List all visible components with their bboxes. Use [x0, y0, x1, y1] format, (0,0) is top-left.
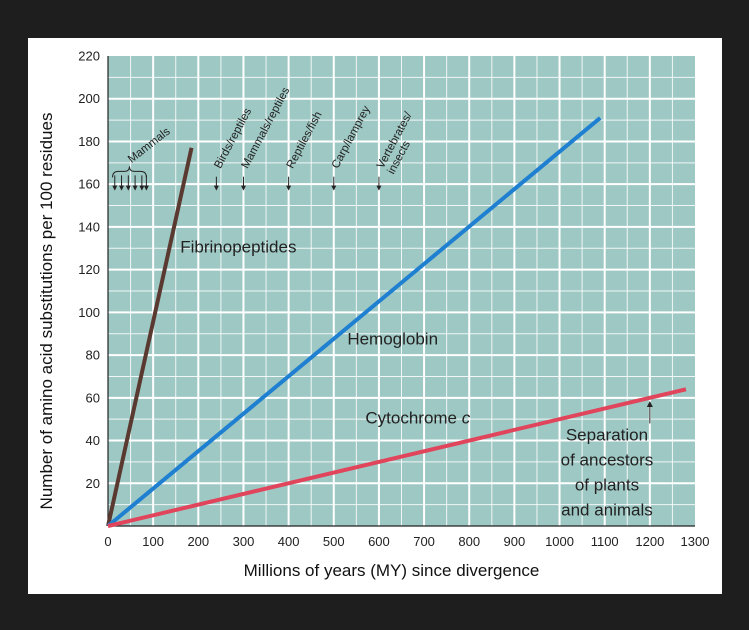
y-tick-label-200: 200 — [78, 91, 100, 106]
series-label-fibrinopeptides: Fibrinopeptides — [180, 238, 296, 257]
y-tick-label-120: 120 — [78, 262, 100, 277]
divergence-birds-reptiles-arrow-head — [213, 185, 219, 191]
x-tick-label-800: 800 — [458, 534, 480, 549]
divergence-mammals-arrow-head — [143, 185, 149, 191]
chart-card: Fibrinopeptides Hemoglobin Cytochrome c Mam… — [28, 38, 722, 594]
x-tick-label-1300: 1300 — [681, 534, 710, 549]
x-tick-label-900: 900 — [504, 534, 526, 549]
series-label-italic: c — [462, 408, 471, 427]
series-label-cytochrome-c: Cytochrome c — [365, 408, 470, 427]
separation-note-line: of plants — [575, 476, 639, 495]
divergence-reptiles-fish-arrow-head — [286, 185, 292, 191]
y-tick-label-140: 140 — [78, 219, 100, 234]
x-tick-label-300: 300 — [233, 534, 255, 549]
separation-note-line: and animals — [561, 501, 653, 520]
divergence-mammals-bracket — [112, 166, 147, 178]
separation-note-line: Separation — [566, 426, 648, 445]
divergence-carp-lamprey-arrow-head — [331, 185, 337, 191]
y-axis-title: Number of amino acid substitutions per 1… — [37, 113, 56, 510]
divergence-vertebrates-insects-arrow-head — [376, 185, 382, 191]
y-tick-label-40: 40 — [86, 433, 100, 448]
x-tick-label-1000: 1000 — [545, 534, 574, 549]
y-tick-label-180: 180 — [78, 134, 100, 149]
x-tick-label-400: 400 — [278, 534, 300, 549]
divergence-mammals-arrow-head — [132, 185, 138, 191]
divergence-mammals-arrow-head — [112, 185, 118, 191]
x-tick-label-1200: 1200 — [635, 534, 664, 549]
separation-arrow-head — [646, 401, 653, 408]
y-tick-label-60: 60 — [86, 390, 100, 405]
series-line-cytochrome-c — [107, 387, 687, 528]
x-tick-label-500: 500 — [323, 534, 345, 549]
x-tick-label-700: 700 — [413, 534, 435, 549]
x-tick-label-200: 200 — [187, 534, 209, 549]
x-axis-title: Millions of years (MY) since divergence — [244, 561, 540, 580]
divergence-mammals-arrow-head — [125, 185, 131, 191]
x-tick-label-1100: 1100 — [591, 534, 619, 549]
series-label-hemoglobin: Hemoglobin — [347, 329, 438, 348]
y-tick-label-220: 220 — [78, 49, 100, 64]
series-line-fibrinopeptides — [106, 147, 194, 527]
y-tick-label-160: 160 — [78, 177, 100, 192]
divergence-mammals-arrow-head — [119, 185, 125, 191]
x-tick-label-100: 100 — [142, 534, 164, 549]
divergence-mammals-reptiles-arrow-head — [240, 185, 246, 191]
series-line-hemoglobin — [106, 116, 602, 528]
y-tick-label-80: 80 — [86, 348, 100, 363]
y-tick-label-100: 100 — [78, 305, 100, 320]
divergence-mammals-arrow-head — [139, 185, 145, 191]
y-tick-label-20: 20 — [86, 476, 100, 491]
separation-note-line: of ancestors — [561, 451, 654, 470]
x-tick-label-600: 600 — [368, 534, 390, 549]
x-tick-label-0: 0 — [104, 534, 111, 549]
